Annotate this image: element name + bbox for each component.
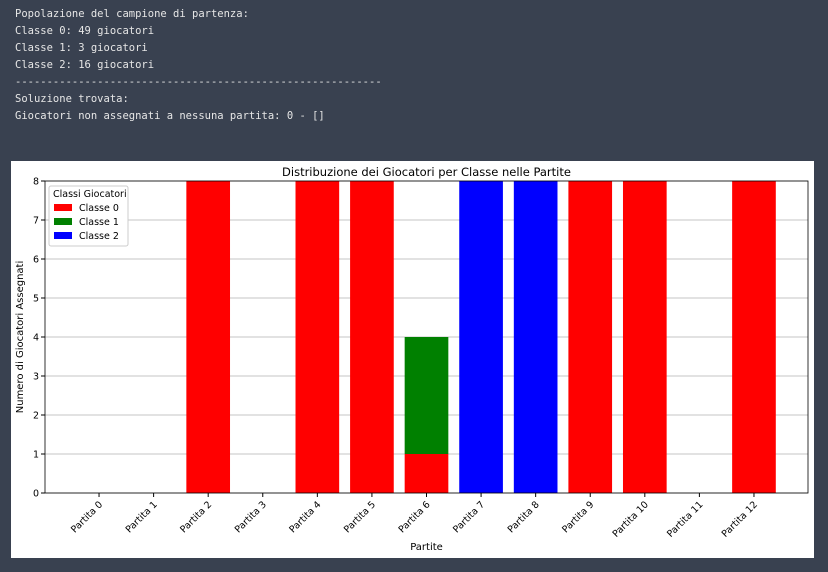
legend-label: Classe 0 [79, 203, 119, 214]
bar-segment [295, 181, 340, 493]
legend-label: Classe 2 [79, 231, 119, 242]
y-tick-label: 6 [33, 255, 39, 266]
y-tick-label: 7 [33, 216, 39, 227]
bar-segment [404, 454, 449, 493]
bar-segment [622, 181, 667, 493]
console-line: Classe 2: 16 giocatori [15, 59, 155, 71]
y-tick-label: 0 [33, 489, 39, 500]
chart: Distribuzione dei Giocatori per Classe n… [11, 161, 814, 558]
x-tick-label: Partita 7 [451, 499, 487, 535]
console-line: Soluzione trovata: [15, 93, 129, 105]
x-tick-label: Partita 10 [611, 499, 651, 539]
y-tick-label: 4 [33, 333, 39, 344]
console-line: Classe 1: 3 giocatori [15, 42, 148, 54]
legend-swatch [54, 218, 72, 225]
x-tick-label: Partita 0 [69, 499, 105, 535]
x-tick-label: Partita 9 [560, 499, 596, 535]
x-tick-label: Partita 5 [342, 499, 378, 535]
x-tick-label: Partita 11 [665, 499, 705, 539]
x-tick-label: Partita 6 [397, 499, 433, 535]
y-tick-label: 8 [33, 177, 39, 188]
x-axis-label: Partite [410, 542, 443, 553]
chart-title: Distribuzione dei Giocatori per Classe n… [282, 165, 571, 179]
bar-segment [404, 337, 449, 454]
x-tick-label: Partita 1 [124, 499, 160, 535]
y-tick-label: 3 [33, 372, 39, 383]
y-axis-label: Numero di Giocatori Assegnati [15, 261, 26, 414]
console-output: Popolazione del campione di partenza: Cla… [15, 6, 382, 125]
console-line: Popolazione del campione di partenza: [15, 8, 249, 20]
legend-swatch [54, 204, 72, 211]
y-tick-label: 5 [33, 294, 39, 305]
x-tick-label: Partita 8 [506, 499, 542, 535]
legend: Classi Giocatori Classe 0 Classe 1 Classe 2 [48, 185, 129, 247]
legend-swatch [54, 232, 72, 239]
legend-box [48, 185, 129, 247]
x-tick-label: Partita 2 [178, 499, 214, 535]
console-line: Classe 0: 49 giocatori [15, 25, 155, 37]
bar-segment [459, 181, 503, 493]
bar-segment [513, 181, 558, 493]
x-tick-label: Partita 4 [287, 499, 323, 535]
y-tick-label: 1 [33, 450, 39, 461]
bar-segment [186, 181, 231, 493]
legend-label: Classe 1 [79, 217, 119, 228]
console-line: Giocatori non assegnati a nessuna partit… [15, 110, 325, 122]
bar-segment [568, 181, 613, 493]
x-tick-label: Partita 3 [233, 499, 269, 535]
x-tick-label: Partita 12 [720, 499, 760, 539]
y-tick-label: 2 [33, 411, 39, 422]
bar-segment [732, 181, 776, 493]
console-line: ----------------------------------------… [15, 76, 382, 88]
plot-frame [44, 180, 809, 494]
bar-segment [350, 181, 394, 493]
legend-title: Classi Giocatori [53, 189, 127, 200]
